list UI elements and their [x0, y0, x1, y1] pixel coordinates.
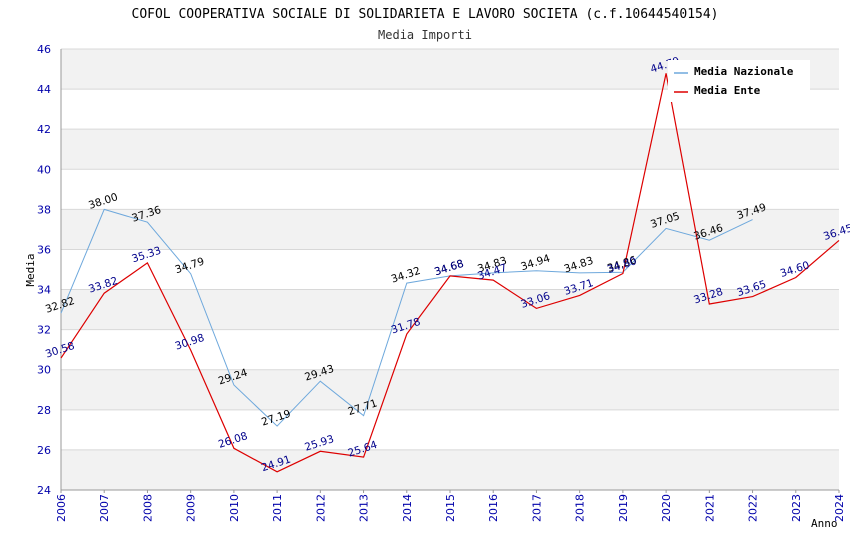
series-line-media-ente — [60, 73, 840, 473]
legend-label-media-nazionale: Media Nazionale — [694, 65, 794, 78]
data-label-media-nazionale: 38.00 — [87, 191, 119, 212]
legend: Media Nazionale Media Ente — [668, 60, 810, 102]
x-tick-label: 2008 — [141, 494, 154, 522]
data-label-media-nazionale: 34.32 — [390, 265, 422, 286]
y-axis-ticks: 24 26 28 30 32 34 36 38 40 42 44 46 — [37, 43, 51, 497]
data-label-media-ente: 34.80 — [606, 255, 638, 276]
x-tick-label: 2015 — [444, 494, 457, 522]
x-tick-label: 2017 — [530, 494, 543, 522]
x-tick-label: 2012 — [314, 494, 327, 522]
x-tick-label: 2020 — [660, 494, 673, 522]
y-tick-label: 46 — [37, 43, 51, 56]
x-tick-label: 2006 — [55, 494, 68, 522]
grid-band — [61, 449, 839, 490]
grid-band — [61, 289, 839, 330]
chart-title: COFOL COOPERATIVA SOCIALE DI SOLIDARIETA… — [132, 7, 719, 22]
y-tick-label: 44 — [37, 83, 51, 96]
grid-band — [61, 369, 839, 410]
data-label-media-ente: 34.60 — [779, 259, 811, 280]
data-label-media-nazionale: 34.94 — [519, 252, 552, 273]
x-tick-label: 2019 — [617, 494, 630, 522]
x-tick-label: 2011 — [271, 494, 284, 522]
y-tick-label: 38 — [37, 203, 51, 216]
x-tick-label: 2010 — [228, 494, 241, 522]
grid-band — [61, 129, 839, 170]
legend-label-media-ente: Media Ente — [694, 84, 761, 97]
x-tick-label: 2024 — [833, 494, 846, 522]
x-tick-label: 2021 — [703, 494, 716, 522]
y-tick-label: 42 — [37, 123, 51, 136]
y-tick-label: 36 — [37, 243, 51, 256]
y-tick-label: 40 — [37, 163, 51, 176]
x-tick-label: 2016 — [487, 494, 500, 522]
legend-background — [668, 60, 810, 102]
series-lines — [60, 73, 840, 473]
x-tick-label: 2023 — [790, 494, 803, 522]
data-labels: 32.8238.0037.3634.7929.2427.1929.4327.71… — [44, 55, 850, 474]
x-tick-label: 2007 — [98, 494, 111, 522]
y-tick-label: 26 — [37, 444, 51, 457]
grid-band — [61, 209, 839, 250]
chart-subtitle: Media Importi — [378, 28, 472, 42]
x-tick-label: 2014 — [401, 494, 414, 522]
x-tick-label: 2009 — [185, 494, 198, 522]
series-line-media-nazionale — [60, 208, 753, 427]
x-tick-label: 2018 — [574, 494, 587, 522]
y-tick-label: 28 — [37, 404, 51, 417]
x-axis-ticks: 2006 2007 2008 2009 2010 2011 2012 2013 2014 2015… — [55, 490, 846, 522]
data-label-media-ente: 26.08 — [217, 430, 249, 451]
y-tick-label: 32 — [37, 324, 51, 337]
data-label-media-ente: 30.58 — [44, 340, 76, 361]
y-tick-label: 24 — [37, 484, 51, 497]
y-axis-label: Media — [24, 253, 37, 286]
y-tick-label: 34 — [37, 284, 51, 297]
x-axis-label: Anno — [811, 517, 838, 530]
y-tick-label: 30 — [37, 364, 51, 377]
x-tick-label: 2022 — [747, 494, 760, 522]
x-tick-label: 2013 — [358, 494, 371, 522]
